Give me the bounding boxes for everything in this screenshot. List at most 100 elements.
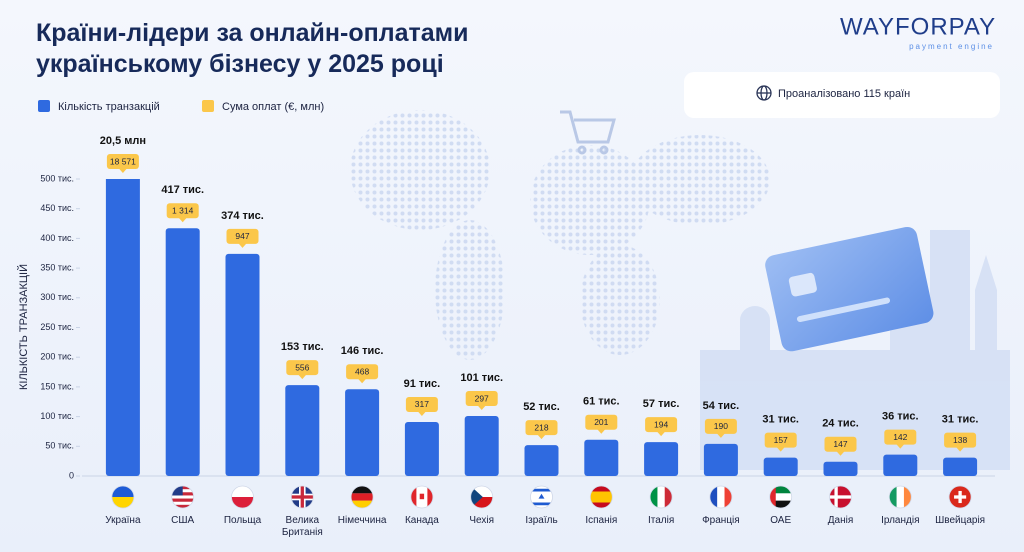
badge-pointer bbox=[358, 378, 367, 384]
note-box bbox=[684, 72, 1000, 118]
value-label: 52 тис. bbox=[523, 401, 560, 413]
flag bbox=[889, 486, 912, 508]
payment-badge bbox=[286, 360, 319, 376]
flag-part bbox=[709, 486, 718, 508]
y-tick-label: 0 bbox=[69, 470, 74, 480]
payment-label: 468 bbox=[355, 367, 369, 377]
payment-label: 138 bbox=[953, 435, 967, 445]
flag-part bbox=[351, 500, 374, 508]
x-tick-label: Франція bbox=[702, 515, 740, 526]
payment-label: 157 bbox=[774, 435, 788, 445]
legend-label: Сума оплат (€, млн) bbox=[222, 101, 324, 113]
payment-label: 297 bbox=[475, 393, 489, 403]
flag-border bbox=[649, 485, 673, 509]
payment-label: 1 314 bbox=[172, 206, 194, 216]
bar bbox=[524, 445, 559, 476]
badge-pointer bbox=[956, 447, 965, 452]
bar bbox=[883, 454, 918, 476]
legend-label: Кількість транзакцій bbox=[58, 101, 160, 113]
bar bbox=[225, 253, 260, 476]
flag-part bbox=[769, 500, 792, 508]
y-tick-label: 300 тис. bbox=[40, 292, 74, 302]
payment-badge bbox=[944, 432, 977, 448]
payment-badge bbox=[405, 396, 438, 412]
payment-badge bbox=[106, 154, 139, 169]
logo: WAYFORPAY bbox=[840, 13, 996, 40]
value-label: 374 тис. bbox=[221, 210, 264, 222]
flag-part bbox=[650, 486, 658, 508]
payment-badge bbox=[884, 429, 917, 445]
badge-pointer bbox=[118, 168, 127, 173]
x-tick-label: Швейцарія bbox=[935, 515, 986, 526]
chart-title: Країни-лідери за онлайн-оплатами українс… bbox=[36, 19, 469, 78]
flag bbox=[111, 486, 134, 508]
payment-badge bbox=[764, 432, 797, 448]
note: Проаналізовано 115 країн bbox=[778, 88, 910, 100]
flag-part bbox=[769, 493, 792, 501]
flag-border bbox=[589, 485, 613, 509]
flag-part bbox=[657, 486, 665, 508]
value-label: 61 тис. bbox=[583, 396, 620, 408]
payment-label: 18 571 bbox=[110, 156, 136, 166]
y-tick-label: 200 тис. bbox=[40, 352, 74, 362]
flag-part bbox=[538, 493, 545, 499]
bar bbox=[404, 421, 439, 476]
payment-badge bbox=[525, 420, 558, 436]
flag-part bbox=[300, 486, 304, 508]
payment-label: 218 bbox=[534, 422, 548, 432]
bar bbox=[165, 228, 200, 476]
flag-part bbox=[769, 486, 776, 508]
flag-part bbox=[231, 497, 254, 508]
payment-badge bbox=[645, 417, 678, 433]
badge-pointer bbox=[657, 431, 666, 437]
flag bbox=[470, 486, 493, 508]
badge-pointer bbox=[238, 243, 247, 248]
flag-border bbox=[709, 485, 733, 509]
x-tick-label: Іспанія bbox=[585, 515, 618, 526]
flag-part bbox=[829, 495, 852, 499]
payment-label: 201 bbox=[594, 417, 608, 427]
x-tick-label: Данія bbox=[827, 515, 854, 526]
flag bbox=[949, 486, 972, 508]
flag-part bbox=[954, 495, 967, 499]
flag-part bbox=[896, 486, 905, 508]
flag-part bbox=[171, 498, 194, 502]
flag bbox=[530, 486, 553, 508]
flag-part bbox=[530, 502, 553, 506]
badge-pointer bbox=[836, 451, 845, 456]
badge-pointer bbox=[716, 433, 725, 438]
value-label: 54 тис. bbox=[703, 400, 740, 412]
bar bbox=[644, 442, 679, 476]
flag bbox=[231, 486, 254, 508]
value-label: 20,5 млн bbox=[100, 135, 146, 147]
legend-swatch bbox=[38, 100, 50, 112]
bar bbox=[584, 439, 619, 476]
flag-border bbox=[171, 485, 195, 509]
payment-badge bbox=[226, 228, 259, 244]
flag-border bbox=[231, 485, 254, 509]
y-tick-label: 350 тис. bbox=[40, 262, 74, 272]
flag-part bbox=[111, 497, 134, 508]
flag-border bbox=[290, 485, 314, 509]
bar bbox=[943, 457, 978, 476]
logo-tagline: payment engine bbox=[909, 42, 994, 51]
bar bbox=[105, 179, 140, 476]
legend-swatch bbox=[202, 100, 214, 112]
payment-label: 190 bbox=[714, 421, 728, 431]
y-tick-label: 150 тис. bbox=[40, 381, 74, 391]
flag bbox=[650, 486, 673, 508]
flag bbox=[829, 486, 852, 508]
x-tick-label: Італія bbox=[647, 515, 675, 526]
x-tick-label: Ізраїль bbox=[525, 515, 558, 526]
badge-pointer bbox=[477, 405, 486, 411]
flag-border bbox=[111, 485, 135, 509]
payment-label: 556 bbox=[295, 362, 309, 372]
flag-border bbox=[410, 485, 434, 509]
flag-part bbox=[231, 486, 254, 497]
value-label: 24 тис. bbox=[822, 418, 859, 430]
payment-label: 142 bbox=[893, 432, 907, 442]
y-tick-label: 500 тис. bbox=[40, 173, 74, 183]
flag-part bbox=[769, 486, 792, 494]
world-map bbox=[350, 110, 770, 360]
